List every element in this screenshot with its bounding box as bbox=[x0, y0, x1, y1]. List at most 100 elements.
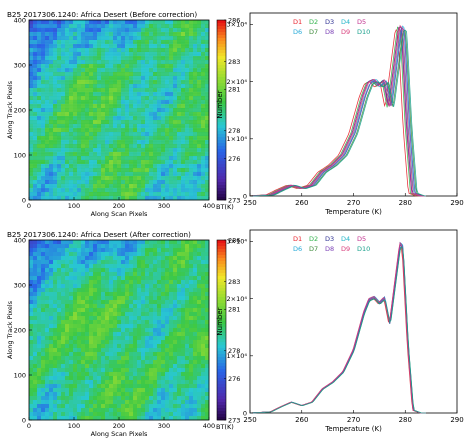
heatmap-cell bbox=[201, 80, 206, 85]
colorbar-tick-label: 283 bbox=[228, 58, 240, 66]
heatmap-cell bbox=[85, 164, 90, 169]
heatmap-cell bbox=[53, 316, 58, 321]
heatmap-cell bbox=[137, 196, 142, 201]
heatmap-cell bbox=[73, 280, 78, 285]
heatmap-cell bbox=[97, 396, 102, 401]
heatmap-cell bbox=[129, 412, 134, 417]
heatmap-cell bbox=[197, 392, 202, 397]
heatmap-cell bbox=[137, 180, 142, 185]
heatmap-cell bbox=[149, 68, 154, 73]
heatmap-cell bbox=[77, 128, 82, 133]
heatmap-cell bbox=[105, 36, 110, 41]
heatmap-cell bbox=[157, 296, 162, 301]
series-line bbox=[249, 29, 426, 197]
heatmap-cell bbox=[177, 368, 182, 373]
heatmap-cell bbox=[181, 380, 186, 385]
heatmap-cell bbox=[129, 32, 134, 37]
heatmap-cell bbox=[141, 256, 146, 261]
heatmap-cell bbox=[37, 60, 42, 65]
heatmap-cell bbox=[101, 400, 106, 405]
heatmap-cell bbox=[137, 156, 142, 161]
y-tick-label: 300 bbox=[14, 281, 26, 289]
heatmap-cell bbox=[93, 48, 98, 53]
heatmap-cell bbox=[37, 332, 42, 337]
heatmap-cell bbox=[133, 312, 138, 317]
heatmap-cell bbox=[121, 260, 126, 265]
heatmap-cell bbox=[121, 192, 126, 197]
heatmap-cell bbox=[77, 336, 82, 341]
heatmap-cell bbox=[29, 196, 34, 201]
heatmap-cell bbox=[33, 44, 38, 49]
colorbar-segment bbox=[217, 390, 226, 394]
heatmap-cell bbox=[125, 252, 130, 257]
heatmap-cell bbox=[69, 392, 74, 397]
heatmap-cell bbox=[185, 40, 190, 45]
heatmap-cell bbox=[193, 380, 198, 385]
heatmap-cell bbox=[53, 272, 58, 277]
heatmap-cell bbox=[57, 344, 62, 349]
heatmap-cell bbox=[205, 328, 210, 333]
heatmap-cell bbox=[85, 292, 90, 297]
heatmap-cell bbox=[133, 268, 138, 273]
heatmap-cell bbox=[133, 264, 138, 269]
legend-entry: D2 bbox=[309, 18, 318, 26]
heatmap-cell bbox=[117, 120, 122, 125]
heatmap-cell bbox=[81, 80, 86, 85]
heatmap-cell bbox=[141, 116, 146, 121]
heatmap-cell bbox=[77, 260, 82, 265]
heatmap-cell bbox=[53, 120, 58, 125]
heatmap-cell bbox=[165, 48, 170, 53]
series-line bbox=[249, 242, 426, 414]
heatmap-cell bbox=[73, 132, 78, 137]
heatmap-cell bbox=[181, 164, 186, 169]
heatmap-cell bbox=[53, 260, 58, 265]
heatmap-cell bbox=[85, 172, 90, 177]
heatmap-cell bbox=[33, 280, 38, 285]
heatmap-cell bbox=[181, 116, 186, 121]
heatmap-cell bbox=[157, 380, 162, 385]
heatmap-cell bbox=[37, 152, 42, 157]
heatmap-cell bbox=[165, 36, 170, 41]
heatmap-cell bbox=[145, 400, 150, 405]
heatmap-cell bbox=[193, 248, 198, 253]
heatmap-cell bbox=[69, 340, 74, 345]
heatmap-cell bbox=[129, 308, 134, 313]
heatmap-cell bbox=[45, 68, 50, 73]
heatmap-cell bbox=[49, 44, 54, 49]
heatmap-cell bbox=[89, 20, 94, 25]
heatmap-cell bbox=[205, 136, 210, 141]
heatmap-cell bbox=[181, 36, 186, 41]
heatmap-cell bbox=[145, 196, 150, 201]
heatmap-cell bbox=[109, 372, 114, 377]
heatmap-cell bbox=[41, 416, 46, 421]
heatmap-cell bbox=[81, 104, 86, 109]
heatmap-cell bbox=[149, 308, 154, 313]
heatmap-cell bbox=[153, 160, 158, 165]
heatmap-cell bbox=[89, 408, 94, 413]
heatmap-cell bbox=[141, 308, 146, 313]
heatmap-cell bbox=[45, 280, 50, 285]
heatmap-cell bbox=[41, 88, 46, 93]
heatmap-cell bbox=[169, 312, 174, 317]
heatmap-cell bbox=[33, 356, 38, 361]
heatmap-cell bbox=[57, 368, 62, 373]
heatmap-cell bbox=[69, 76, 74, 81]
heatmap-cell bbox=[129, 332, 134, 337]
heatmap-cell bbox=[61, 388, 66, 393]
heatmap-cell bbox=[109, 36, 114, 41]
heatmap-cell bbox=[85, 300, 90, 305]
heatmap-cell bbox=[165, 288, 170, 293]
heatmap-cell bbox=[193, 268, 198, 273]
heatmap-cell bbox=[185, 268, 190, 273]
heatmap-cell bbox=[129, 180, 134, 185]
heatmap-cell bbox=[205, 324, 210, 329]
heatmap-cell bbox=[197, 96, 202, 101]
colorbar-segment bbox=[217, 170, 226, 174]
heatmap-cell bbox=[49, 312, 54, 317]
y-tick-label: 1×10⁴ bbox=[227, 352, 248, 360]
heatmap-cell bbox=[61, 56, 66, 61]
heatmap-cell bbox=[141, 288, 146, 293]
heatmap-cell bbox=[109, 92, 114, 97]
heatmap-cell bbox=[77, 360, 82, 365]
heatmap-cell bbox=[61, 368, 66, 373]
